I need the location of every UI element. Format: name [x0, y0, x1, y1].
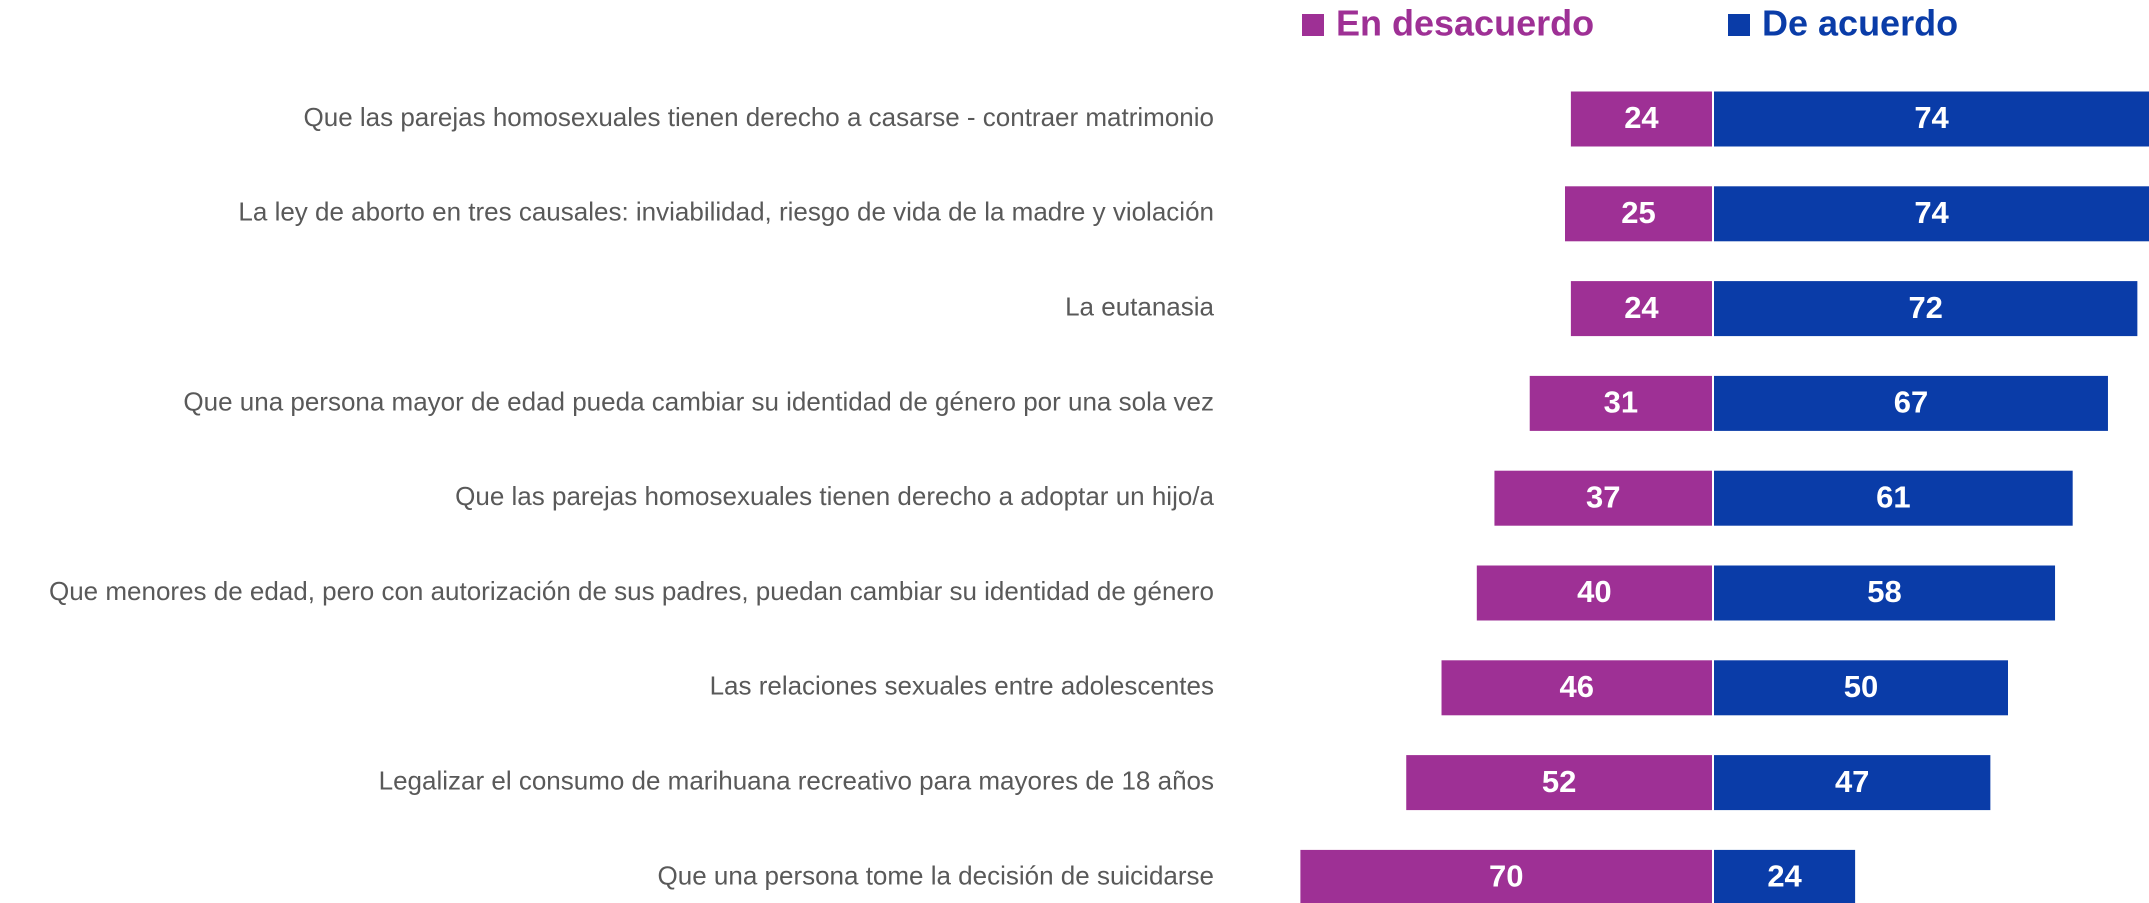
bar — [1565, 186, 1712, 242]
category-label: Que las parejas homosexuales tienen dere… — [304, 102, 1214, 132]
value-label: 50 — [1844, 669, 1878, 704]
bar — [1714, 660, 2008, 716]
value-label: 46 — [1560, 669, 1594, 704]
value-label: 25 — [1621, 195, 1655, 230]
bar — [1441, 660, 1712, 716]
value-label: 58 — [1867, 574, 1901, 609]
value-label: 31 — [1604, 385, 1638, 420]
bar — [1714, 375, 2108, 431]
value-label: 47 — [1835, 764, 1869, 799]
category-label: Que una persona tome la decisión de suic… — [658, 860, 1214, 890]
value-label: 72 — [1908, 290, 1942, 325]
value-label: 37 — [1586, 479, 1620, 514]
value-label: 40 — [1577, 574, 1611, 609]
category-label: Las relaciones sexuales entre adolescent… — [710, 671, 1214, 701]
value-label: 74 — [1914, 100, 1949, 135]
value-label: 61 — [1876, 479, 1910, 514]
category-label: Legalizar el consumo de marihuana recrea… — [379, 765, 1214, 795]
bar — [1714, 565, 2056, 621]
bar — [1714, 470, 2073, 526]
value-label: 24 — [1767, 859, 1802, 894]
value-label: 24 — [1624, 100, 1659, 135]
category-label: Que las parejas homosexuales tienen dere… — [455, 481, 1214, 511]
bar — [1714, 91, 2149, 147]
bar — [1570, 91, 1712, 147]
legend-swatch — [1728, 14, 1750, 36]
category-label: Que menores de edad, pero con autorizaci… — [49, 576, 1214, 606]
bar — [1494, 470, 1712, 526]
bar — [1714, 281, 2138, 337]
bar — [1714, 755, 1991, 811]
value-label: 67 — [1894, 385, 1928, 420]
value-label: 70 — [1489, 859, 1523, 894]
value-label: 74 — [1914, 195, 1949, 230]
category-label: La eutanasia — [1065, 291, 1214, 321]
category-label: La ley de aborto en tres causales: invia… — [238, 197, 1214, 227]
value-label: 24 — [1624, 290, 1659, 325]
bar — [1529, 375, 1712, 431]
bar — [1714, 849, 1856, 903]
legend-swatch — [1302, 14, 1324, 36]
bar — [1570, 281, 1712, 337]
bar — [1476, 565, 1712, 621]
value-label: 52 — [1542, 764, 1576, 799]
bar — [1714, 186, 2149, 242]
legend-label: En desacuerdo — [1336, 3, 1594, 44]
bar — [1300, 849, 1712, 903]
legend-label: De acuerdo — [1762, 3, 1958, 44]
bar — [1406, 755, 1712, 811]
category-label: Que una persona mayor de edad pueda camb… — [183, 386, 1214, 416]
